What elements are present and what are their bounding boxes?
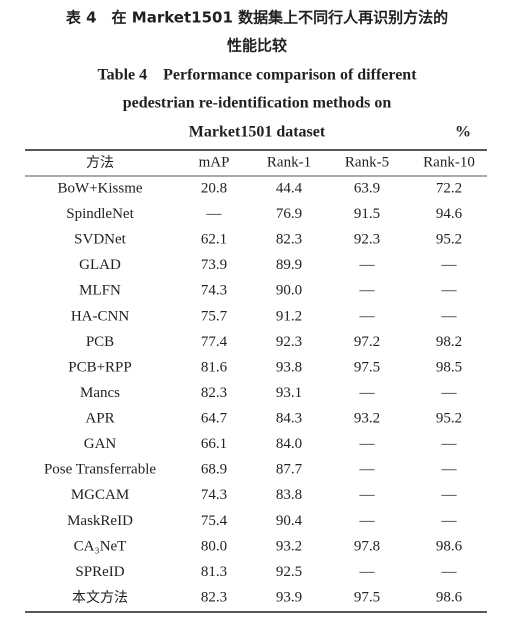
method-cell: SVDNet	[74, 232, 126, 248]
value-cell: 95.2	[436, 232, 462, 248]
method-cell: GLAD	[79, 257, 121, 273]
caption-en: Table 4 Performance comparison of differ…	[97, 67, 417, 84]
value-cell: 75.4	[201, 513, 228, 529]
caption-en: Market1501 dataset	[189, 124, 326, 141]
caption-cn: 表 4 在 Market1501 数据集上不同行人再识别方法的	[66, 9, 448, 27]
value-cell: 93.2	[354, 411, 380, 427]
unit: %	[455, 124, 471, 141]
value-cell: —	[441, 487, 458, 503]
value-cell: 74.3	[201, 487, 227, 503]
value-cell: 91.5	[354, 206, 380, 222]
header-cell: mAP	[199, 154, 230, 170]
value-cell: —	[359, 564, 376, 580]
value-cell: —	[359, 436, 376, 452]
value-cell: 95.2	[436, 411, 462, 427]
value-cell: 20.8	[201, 180, 227, 196]
value-cell: —	[359, 283, 376, 299]
value-cell: 98.6	[436, 589, 463, 605]
value-cell: —	[441, 564, 458, 580]
caption-en: pedestrian re-identification methods on	[123, 95, 392, 112]
method-cell: PCB	[86, 334, 114, 350]
value-cell: —	[441, 462, 458, 478]
value-cell: —	[359, 513, 376, 529]
header-cell: Rank-1	[267, 154, 311, 170]
value-cell: —	[359, 257, 376, 273]
value-cell: 64.7	[201, 411, 228, 427]
value-cell: 87.7	[276, 462, 303, 478]
value-cell: 73.9	[201, 257, 227, 273]
value-cell: 92.3	[276, 334, 302, 350]
value-cell: 68.9	[201, 462, 227, 478]
value-cell: 82.3	[201, 589, 227, 605]
value-cell: 76.9	[276, 206, 302, 222]
value-cell: —	[441, 257, 458, 273]
value-cell: 97.2	[354, 334, 380, 350]
value-cell: 81.6	[201, 359, 228, 375]
value-cell: 84.0	[276, 436, 302, 452]
value-cell: 72.2	[436, 180, 462, 196]
value-cell: 74.3	[201, 283, 227, 299]
value-cell: —	[359, 385, 376, 401]
method-cell: MaskReID	[67, 513, 133, 529]
value-cell: 92.3	[354, 232, 380, 248]
method-cell: MGCAM	[71, 487, 129, 503]
value-cell: 80.0	[201, 538, 227, 554]
value-cell: 92.5	[276, 564, 302, 580]
value-cell: —	[359, 487, 376, 503]
value-cell: 77.4	[201, 334, 228, 350]
value-cell: —	[206, 206, 223, 222]
value-cell: —	[441, 283, 458, 299]
value-cell: 75.7	[201, 308, 228, 324]
value-cell: —	[441, 308, 458, 324]
value-cell: —	[359, 308, 376, 324]
value-cell: 91.2	[276, 308, 302, 324]
value-cell: 98.5	[436, 359, 462, 375]
value-cell: 66.1	[201, 436, 227, 452]
method-cell: PCB+RPP	[68, 359, 132, 375]
value-cell: 90.0	[276, 283, 302, 299]
value-cell: 98.6	[436, 538, 463, 554]
value-cell: —	[359, 462, 376, 478]
method-cell: Mancs	[80, 385, 120, 401]
value-cell: 84.3	[276, 411, 302, 427]
value-cell: —	[441, 385, 458, 401]
value-cell: 89.9	[276, 257, 302, 273]
value-cell: 82.3	[276, 232, 302, 248]
value-cell: 44.4	[276, 180, 303, 196]
header-cell: 方法	[86, 155, 114, 171]
value-cell: 93.2	[276, 538, 302, 554]
caption-cn: 性能比较	[227, 37, 287, 55]
value-cell: —	[441, 513, 458, 529]
method-cell: 本文方法	[72, 590, 128, 606]
method-cell: HA-CNN	[71, 308, 129, 324]
value-cell: 97.8	[354, 538, 380, 554]
method-cell: MLFN	[79, 283, 121, 299]
value-cell: 98.2	[436, 334, 462, 350]
value-cell: 94.6	[436, 206, 463, 222]
method-cell: GAN	[84, 436, 117, 452]
value-cell: —	[441, 436, 458, 452]
value-cell: 90.4	[276, 513, 303, 529]
value-cell: 81.3	[201, 564, 227, 580]
value-cell: 93.1	[276, 385, 302, 401]
value-cell: 62.1	[201, 232, 227, 248]
value-cell: 83.8	[276, 487, 302, 503]
value-cell: 97.5	[354, 589, 380, 605]
method-cell: BoW+Kissme	[57, 180, 142, 196]
method-cell: SPReID	[75, 564, 124, 580]
value-cell: 63.9	[354, 180, 380, 196]
header-cell: Rank-10	[423, 154, 475, 170]
value-cell: 93.8	[276, 359, 302, 375]
value-cell: 93.9	[276, 589, 302, 605]
header-cell: Rank-5	[345, 154, 389, 170]
value-cell: 82.3	[201, 385, 227, 401]
method-cell: APR	[85, 411, 114, 427]
value-cell: 97.5	[354, 359, 380, 375]
method-cell: CA₃NeT	[74, 538, 127, 554]
method-cell: Pose Transferrable	[44, 462, 156, 478]
method-cell: SpindleNet	[66, 206, 134, 222]
